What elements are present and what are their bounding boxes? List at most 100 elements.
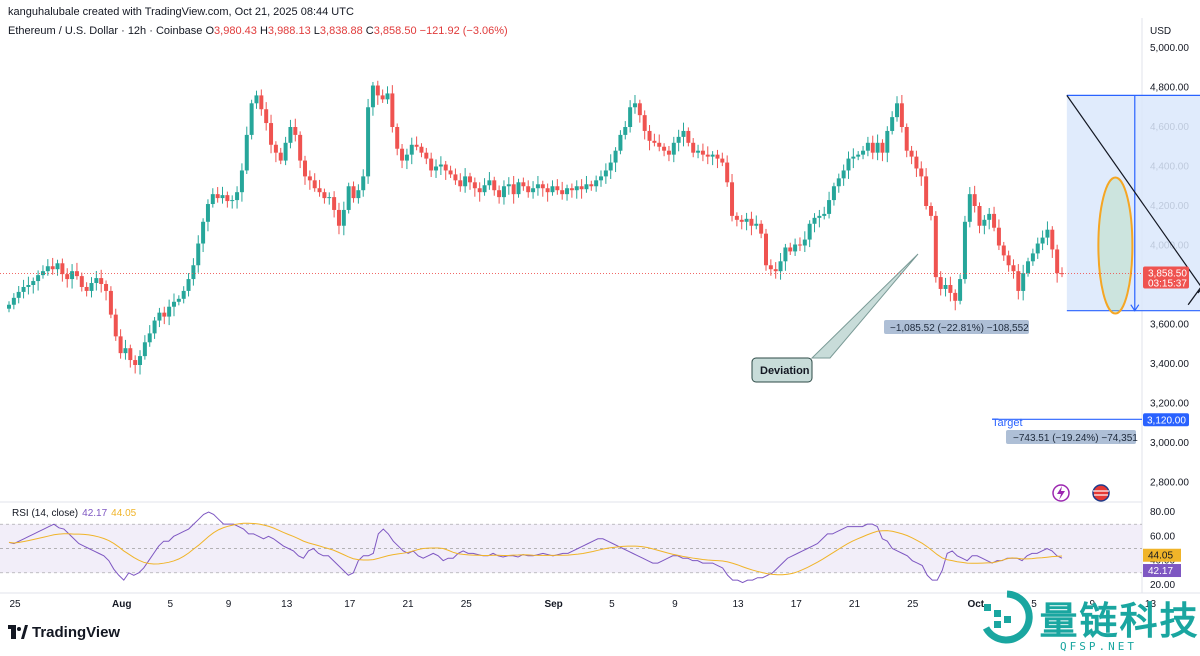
candle-body: [167, 306, 172, 317]
rsi-ma-tag: [1143, 548, 1181, 562]
drawings[interactable]: [992, 95, 1200, 420]
candle-body: [516, 182, 521, 195]
flag-upper-line: [1187, 287, 1200, 306]
candle-body: [259, 95, 264, 110]
candle-body: [841, 170, 846, 179]
candle-body: [793, 244, 798, 252]
watermark-cn: 量链科技: [1039, 599, 1200, 643]
high-label: H: [259, 25, 268, 37]
time-tick-label: 13: [732, 599, 744, 610]
candle-body: [599, 176, 604, 181]
candle-body: [463, 176, 468, 187]
close-label: C: [365, 25, 374, 37]
candle-body: [458, 180, 463, 187]
candle-body: [26, 285, 31, 287]
rsi-tag-value: 42.17: [1148, 566, 1173, 577]
candle-body: [890, 117, 895, 131]
deviation-callout-box[interactable]: [751, 357, 813, 383]
price-tick-label: 3,200.00: [1150, 399, 1189, 410]
candle-body: [74, 271, 79, 277]
candle-body: [734, 215, 739, 220]
time-axis[interactable]: 25 Aug 5 9 13 17 21 25 Sep 5 9 13 17 21 25 Oct 5 9 13: [9, 599, 1156, 610]
candle-body: [904, 127, 909, 151]
candle-body: [298, 134, 303, 161]
watermark-logo-icon: [982, 590, 1033, 644]
candle-body: [535, 184, 540, 189]
tradingview-logo-icon: [8, 625, 28, 639]
candle-body: [895, 103, 900, 118]
price-tick-label: 3,400.00: [1150, 359, 1189, 370]
candle-body: [497, 190, 502, 198]
candle-body: [123, 348, 128, 354]
candle-body: [827, 200, 832, 214]
tradingview-brand[interactable]: TradingView: [8, 624, 120, 641]
time-tick-label: 5: [1031, 599, 1037, 610]
candle-body: [1055, 249, 1060, 274]
candle-body: [754, 223, 759, 226]
candle-body: [744, 218, 749, 222]
candle-body: [909, 150, 914, 157]
candle-body: [501, 186, 506, 198]
candle-body: [147, 333, 152, 343]
candle-body: [186, 279, 191, 291]
candle-body: [239, 170, 244, 193]
candle-body: [831, 186, 836, 201]
watermark-en: QFSP.NET: [1060, 640, 1137, 653]
candle-body: [128, 348, 133, 361]
candle-body: [351, 186, 356, 199]
candle-body: [987, 213, 992, 220]
candle-body: [162, 312, 167, 317]
candle-body: [603, 170, 608, 177]
rsi-value: 42.17: [82, 508, 108, 519]
candle-body: [526, 186, 531, 193]
candle-body: [346, 186, 351, 210]
candle-body: [924, 176, 929, 206]
price-tick-label: 4,800.00: [1150, 83, 1189, 94]
candle-body: [366, 107, 371, 177]
candle-body: [807, 223, 812, 240]
symbol-title[interactable]: Ethereum / U.S. Dollar · 12h · Coinbase: [8, 25, 203, 37]
candle-body: [424, 152, 429, 159]
candle-body: [531, 188, 536, 193]
us-flag-icon[interactable]: [1092, 484, 1110, 502]
candle-body: [982, 219, 987, 226]
candle-body: [99, 278, 104, 285]
candle-body: [45, 266, 50, 272]
candle-body: [176, 298, 181, 302]
candle-body: [720, 158, 725, 163]
rsi-ma-value: 44.05: [111, 508, 137, 519]
measure-2-label: −743.51 (−19.24%) −74,351: [1013, 433, 1138, 444]
candle-body: [409, 144, 414, 155]
candle-body: [725, 162, 730, 183]
watermark: 量链科技 QFSP.NET: [980, 590, 1200, 653]
candle-body: [70, 271, 75, 280]
candle-body: [594, 180, 599, 187]
candle-body: [608, 162, 613, 171]
candle-body: [681, 130, 686, 137]
bolt-icon-glyph: [1057, 486, 1065, 500]
candle-body: [759, 223, 764, 234]
candle-body: [467, 176, 472, 183]
candle-body: [885, 130, 890, 153]
candle-body: [642, 115, 647, 131]
candle-body: [293, 127, 298, 135]
candle-body: [448, 170, 453, 175]
candle-body: [768, 265, 773, 270]
candle-body: [836, 178, 841, 187]
candle-body: [992, 213, 997, 228]
candle-body: [104, 284, 109, 291]
candle-body: [94, 278, 99, 284]
time-tick-label: 9: [672, 599, 678, 610]
candle-body: [870, 142, 875, 153]
candle-body: [1021, 273, 1026, 291]
candle-body: [50, 266, 55, 270]
candle-body: [492, 180, 497, 191]
rsi-tick-label: 80.00: [1150, 507, 1175, 518]
rsi-title[interactable]: RSI (14, close): [12, 508, 79, 519]
candle-body: [1040, 237, 1045, 244]
candle-body: [584, 184, 589, 190]
candle-body: [181, 290, 186, 299]
rsi-legend: RSI (14, close) 42.17 44.05: [12, 508, 136, 519]
